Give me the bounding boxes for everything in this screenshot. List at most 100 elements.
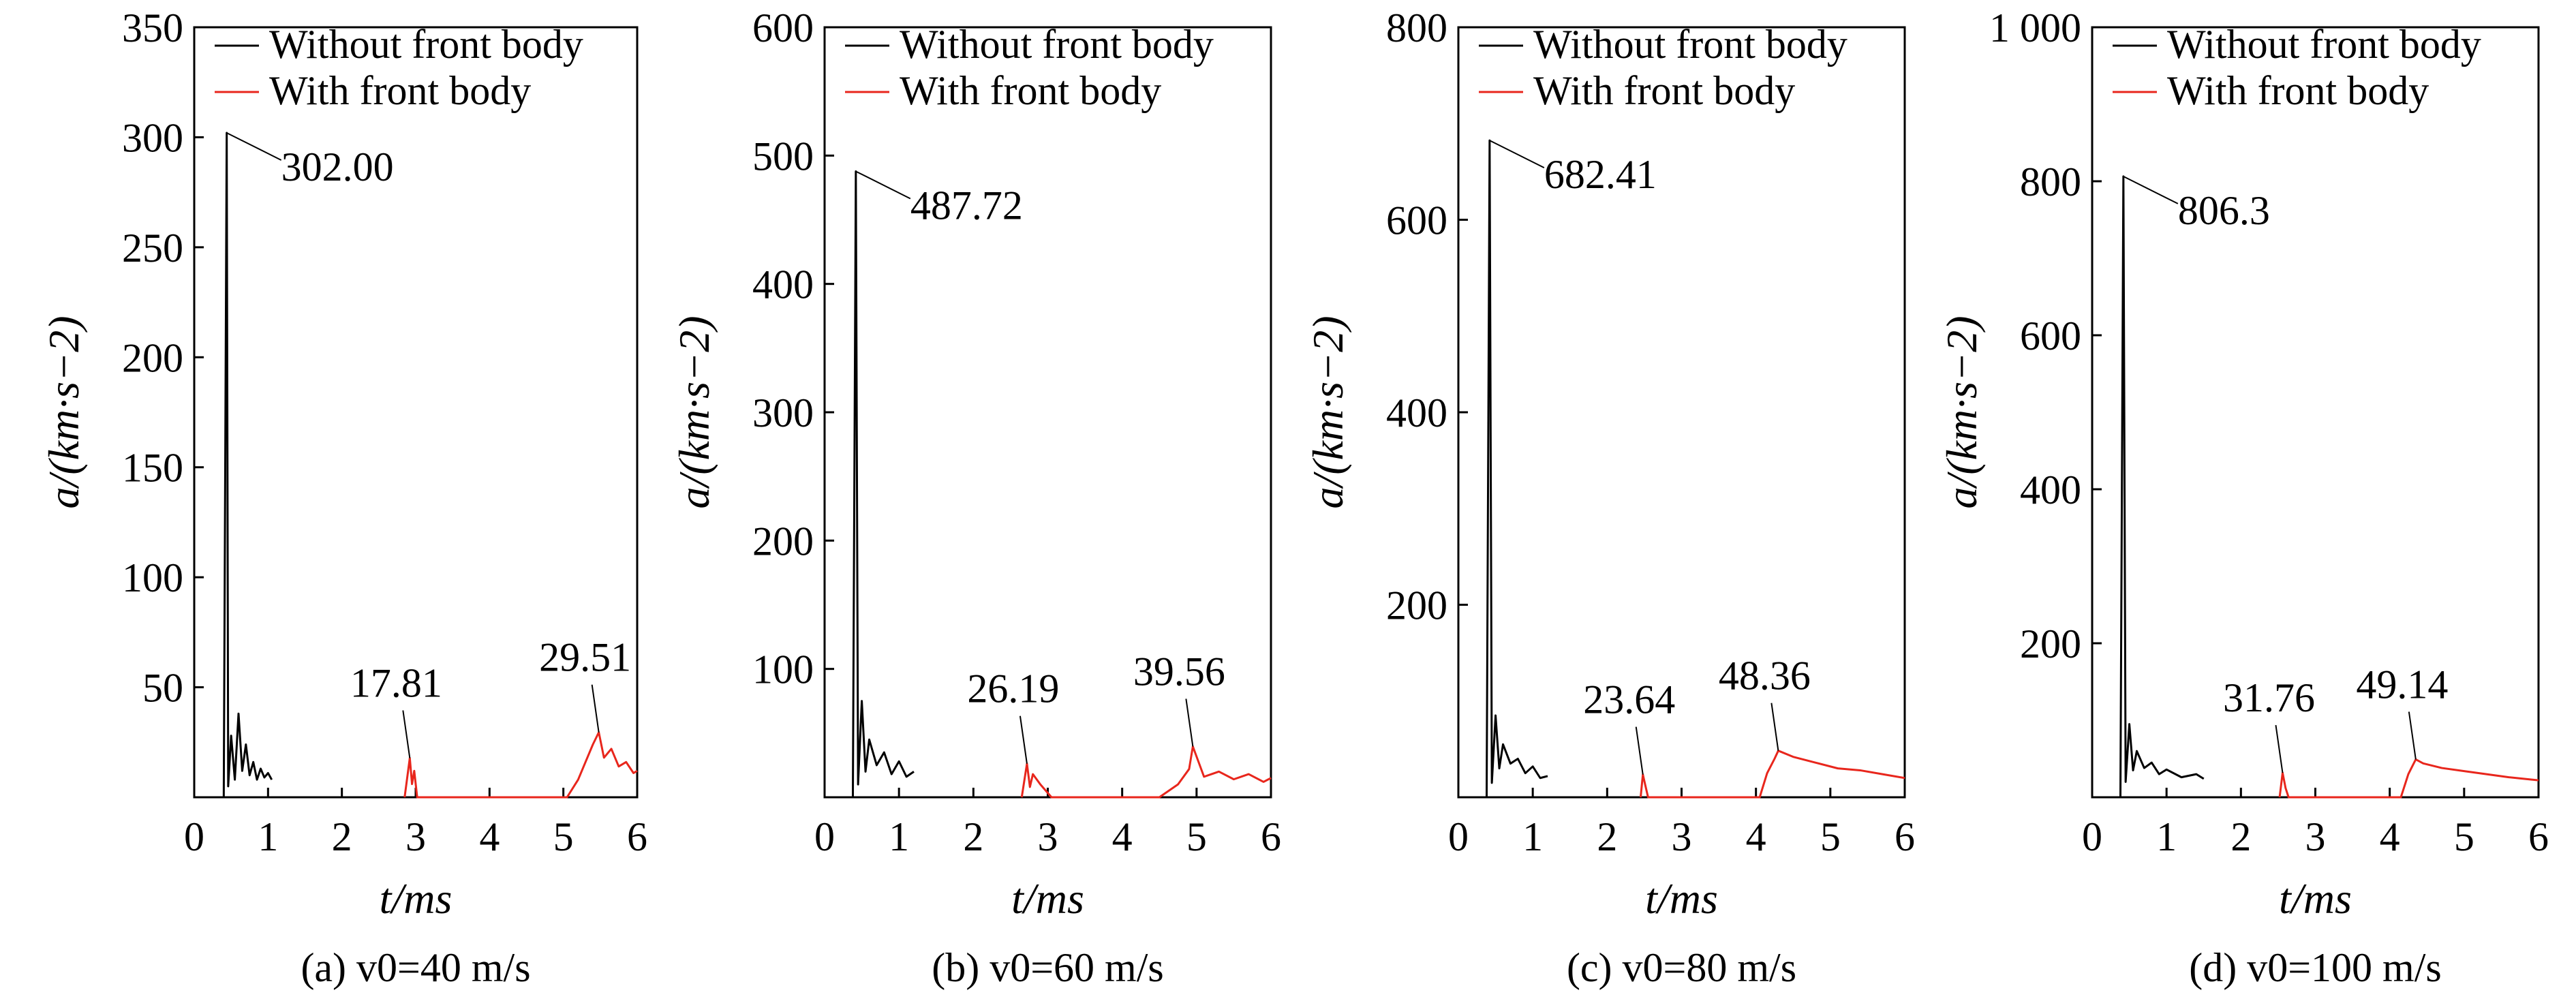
x-tick-label: 3 [405,814,426,859]
y-tick-label: 200 [752,519,814,564]
x-tick-label: 3 [1672,814,1692,859]
y-tick-label: 150 [122,446,183,491]
x-axis-title: t/ms [1011,874,1084,923]
x-tick-label: 6 [627,814,647,859]
annotation-leader [226,132,282,161]
x-tick-label: 5 [1186,814,1207,859]
x-tick-label: 5 [553,814,574,859]
y-tick-label: 350 [122,5,183,50]
series-line-0 [222,132,273,798]
y-tick-label: 600 [1386,198,1447,243]
x-tick-label: 4 [2380,814,2400,859]
legend-item-1: With front body [2167,68,2429,113]
series-line-1 [1639,750,1905,799]
y-tick-label: 200 [122,335,183,380]
x-tick-label: 4 [479,814,500,859]
series-line-0 [1485,139,1548,798]
y-tick-label: 250 [122,226,183,271]
y-axis-title: a/(km·s−2) [40,315,88,508]
plot-frame [1457,26,1906,799]
x-tick-label: 4 [1746,814,1766,859]
annotation-leader [855,170,911,200]
y-tick-label: 400 [1386,390,1447,435]
y-tick-label: 300 [752,390,814,435]
x-axis-title: t/ms [2279,874,2352,923]
series-line-1 [2278,758,2539,799]
x-tick-label: 6 [1895,814,1915,859]
y-tick-label: 50 [142,666,183,711]
legend-item-1: With front body [1533,68,1795,113]
y-tick-label: 100 [122,555,183,600]
annotation-leader [2123,175,2179,204]
annotation-leader [2275,724,2284,773]
y-tick-label: 600 [2020,313,2081,358]
x-tick-label: 3 [1038,814,1058,859]
x-axis-title: t/ms [380,874,453,923]
panel-caption: (c) v0=80 m/s [1567,945,1796,990]
annotation-label: 49.14 [2356,662,2448,707]
x-tick-label: 1 [1522,814,1543,859]
annotation-label: 29.51 [539,635,631,680]
x-tick-label: 4 [1112,814,1133,859]
panel-caption: (b) v0=60 m/s [932,945,1164,990]
annotation-leader [591,684,600,733]
legend-item-0: Without front body [1533,22,1847,67]
x-tick-label: 6 [2528,814,2549,859]
y-axis-title: a/(km·s−2) [1937,315,1986,508]
y-tick-label: 100 [752,647,814,692]
annotation-label: 302.00 [281,144,394,189]
y-tick-label: 400 [752,262,814,307]
legend-item-0: Without front body [269,22,583,67]
annotation-leader [1019,715,1028,764]
legend-item-0: Without front body [2167,22,2481,67]
x-tick-label: 6 [1261,814,1281,859]
y-tick-label: 800 [1386,5,1447,50]
chart-panel-2: 0 1 2 3 4 5 6 200 400 600 800 682.41 23.64 48.36 Witho… [1304,5,1915,990]
x-tick-label: 5 [1820,814,1841,859]
annotation-label: 26.19 [967,666,1059,711]
chart-panel-0: 0 1 2 3 4 5 6 50 100 150 200 250 300 350 302.00 17.81 29… [40,5,647,990]
series-line-1 [403,731,638,799]
annotation-label: 31.76 [2223,675,2315,720]
y-tick-label: 200 [1386,583,1447,628]
annotation-label: 682.41 [1544,152,1657,197]
annotation-leader [2408,711,2417,760]
x-tick-label: 0 [2082,814,2102,859]
y-tick-label: 500 [752,134,814,179]
x-tick-label: 1 [2156,814,2177,859]
legend-item-0: Without front body [900,22,1214,67]
annotation-label: 17.81 [350,660,442,705]
x-tick-label: 2 [332,814,352,859]
annotation-label: 806.3 [2178,188,2270,233]
legend-item-1: With front body [269,68,531,113]
plot-frame [2091,26,2540,799]
annotation-leader [1635,726,1644,775]
y-tick-label: 1 000 [1989,5,2081,50]
x-tick-label: 0 [1448,814,1469,859]
panel-caption: (a) v0=40 m/s [301,945,530,990]
x-tick-label: 2 [1597,814,1617,859]
x-tick-label: 0 [184,814,204,859]
x-tick-label: 2 [2230,814,2251,859]
annotation-label: 487.72 [910,183,1023,228]
panel-caption: (d) v0=100 m/s [2189,945,2442,990]
y-tick-label: 800 [2020,159,2081,204]
x-tick-label: 2 [963,814,983,859]
chart-panel-1: 0 1 2 3 4 5 6 100 200 300 400 500 600 487.72 26.19 39.5… [670,5,1281,990]
y-tick-label: 300 [122,115,183,160]
x-axis-title: t/ms [1645,874,1718,923]
y-axis-title: a/(km·s−2) [1304,315,1352,508]
x-tick-label: 5 [2454,814,2474,859]
x-tick-label: 1 [258,814,278,859]
series-line-0 [851,170,915,798]
annotation-leader [402,710,411,758]
annotation-leader [1185,698,1194,747]
annotation-leader [1770,703,1779,751]
annotation-label: 39.56 [1133,649,1225,694]
y-tick-label: 400 [2020,467,2081,512]
y-axis-title: a/(km·s−2) [670,315,718,508]
x-tick-label: 3 [2305,814,2326,859]
y-tick-label: 600 [752,5,814,50]
series-line-1 [1020,745,1272,799]
